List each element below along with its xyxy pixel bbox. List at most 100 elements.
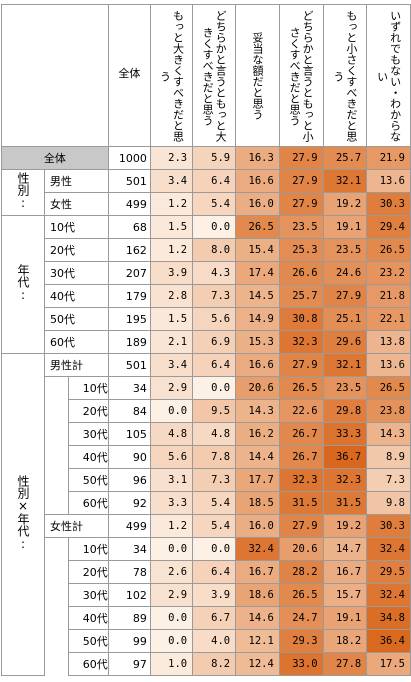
value-cell: 36.4	[366, 629, 411, 653]
value-cell: 26.6	[278, 261, 324, 285]
value-cell: 33.3	[322, 422, 368, 446]
table-row: 20代 162 1.2 8.0 15.4 25.3 23.5 26.5	[2, 238, 411, 262]
row-label: 20代	[67, 560, 109, 584]
row-label: 10代	[44, 215, 109, 239]
value-cell: 26.7	[278, 445, 324, 469]
column-header-1: もっと大きくすべきだと思う	[149, 4, 194, 147]
table-row: 女性計 499 1.2 5.4 16.0 27.9 19.2 30.3	[2, 514, 411, 538]
sample-size-cell: 105	[107, 422, 151, 446]
value-cell: 0.0	[149, 629, 194, 653]
column-header-2: どちらかと言うともっと大きくすべきだと思う	[192, 4, 237, 147]
row-label: 全体	[1, 146, 109, 170]
value-cell: 31.5	[322, 491, 368, 515]
survey-crosstab: 全体 もっと大きくすべきだと思う どちらかと言うともっと大きくすべきだと思う 妥当な額…	[1, 4, 411, 676]
value-cell: 15.7	[322, 583, 368, 607]
value-cell: 30.8	[278, 307, 324, 331]
column-header-5: もっと小さくすべきだと思う	[322, 4, 368, 147]
table-row: 30代 102 2.9 3.9 18.6 26.5 15.7 32.4	[2, 583, 411, 607]
value-cell: 4.8	[192, 422, 237, 446]
value-cell: 8.2	[192, 652, 237, 676]
column-header-label: 妥当な額だと思う	[250, 32, 264, 120]
value-cell: 12.4	[235, 652, 280, 676]
indent-cell	[44, 376, 69, 515]
value-cell: 29.5	[366, 560, 411, 584]
value-cell: 21.8	[366, 284, 411, 308]
value-cell: 9.5	[192, 399, 237, 423]
value-cell: 26.7	[278, 422, 324, 446]
sample-size-cell: 89	[107, 606, 151, 630]
value-cell: 31.5	[278, 491, 324, 515]
value-cell: 0.0	[149, 606, 194, 630]
sample-size-cell: 207	[107, 261, 151, 285]
table-row: 50代 99 0.0 4.0 12.1 29.3 18.2 36.4	[2, 629, 411, 653]
value-cell: 22.6	[278, 399, 324, 423]
sample-size-cell: 499	[107, 514, 151, 538]
table-row: 20代 78 2.6 6.4 16.7 28.2 16.7 29.5	[2, 560, 411, 584]
value-cell: 19.1	[322, 606, 368, 630]
value-cell: 24.6	[322, 261, 368, 285]
table-row: 10代 34 2.9 0.0 20.6 26.5 23.5 26.5	[2, 376, 411, 515]
value-cell: 23.2	[366, 261, 411, 285]
value-cell: 32.4	[235, 537, 280, 561]
row-label: 男性計	[44, 353, 109, 377]
table-row: 30代 105 4.8 4.8 16.2 26.7 33.3 14.3	[2, 422, 411, 446]
value-cell: 16.2	[235, 422, 280, 446]
row-label: 60代	[67, 491, 109, 515]
value-cell: 3.4	[149, 353, 194, 377]
table-row: 50代 96 3.1 7.3 17.7 32.3 32.3 7.3	[2, 468, 411, 492]
value-cell: 29.4	[366, 215, 411, 239]
corner-cell	[1, 4, 109, 147]
column-header-label: もっと小さくすべきだと思う	[331, 10, 358, 142]
value-cell: 7.8	[192, 445, 237, 469]
sample-size-cell: 189	[107, 330, 151, 354]
value-cell: 16.0	[235, 514, 280, 538]
table-row: 40代 89 0.0 6.7 14.6 24.7 19.1 34.8	[2, 606, 411, 630]
row-label: 50代	[67, 468, 109, 492]
row-label: 50代	[67, 629, 109, 653]
row-label: 女性	[44, 192, 109, 216]
value-cell: 27.8	[322, 652, 368, 676]
value-cell: 0.0	[192, 537, 237, 561]
value-cell: 25.7	[322, 146, 368, 170]
value-cell: 19.2	[322, 192, 368, 216]
sample-size-cell: 162	[107, 238, 151, 262]
table-row: 50代 195 1.5 5.6 14.9 30.8 25.1 22.1	[2, 307, 411, 331]
value-cell: 5.6	[149, 445, 194, 469]
value-cell: 32.3	[278, 468, 324, 492]
table-row: 40代 179 2.8 7.3 14.5 25.7 27.9 21.8	[2, 284, 411, 308]
sample-size-cell: 195	[107, 307, 151, 331]
table-row: 40代 90 5.6 7.8 14.4 26.7 36.7 8.9	[2, 445, 411, 469]
column-header-label: いずれでもない・わからない	[375, 10, 402, 142]
column-header-0: 全体	[107, 4, 151, 147]
value-cell: 24.7	[278, 606, 324, 630]
row-label: 30代	[67, 422, 109, 446]
value-cell: 7.3	[192, 284, 237, 308]
sample-size-cell: 34	[107, 376, 151, 400]
value-cell: 14.5	[235, 284, 280, 308]
sample-size-cell: 34	[107, 537, 151, 561]
value-cell: 34.8	[366, 606, 411, 630]
value-cell: 1.5	[149, 215, 194, 239]
sample-size-cell: 84	[107, 399, 151, 423]
value-cell: 27.9	[322, 284, 368, 308]
value-cell: 32.4	[366, 537, 411, 561]
value-cell: 17.4	[235, 261, 280, 285]
value-cell: 29.3	[278, 629, 324, 653]
value-cell: 27.9	[278, 169, 324, 193]
sample-size-cell: 501	[107, 169, 151, 193]
value-cell: 27.9	[278, 146, 324, 170]
value-cell: 25.1	[322, 307, 368, 331]
value-cell: 1.0	[149, 652, 194, 676]
sample-size-cell: 179	[107, 284, 151, 308]
value-cell: 9.8	[366, 491, 411, 515]
value-cell: 14.4	[235, 445, 280, 469]
table-row: 性別×年代: 男性計 501 3.4 6.4 16.6 27.9 32.1 13.6	[1, 353, 411, 676]
sample-size-cell: 68	[107, 215, 151, 239]
value-cell: 0.0	[149, 537, 194, 561]
value-cell: 26.5	[235, 215, 280, 239]
value-cell: 2.9	[149, 376, 194, 400]
sample-size-cell: 78	[107, 560, 151, 584]
value-cell: 6.4	[192, 353, 237, 377]
column-header-6: いずれでもない・わからない	[366, 4, 411, 147]
value-cell: 28.2	[278, 560, 324, 584]
